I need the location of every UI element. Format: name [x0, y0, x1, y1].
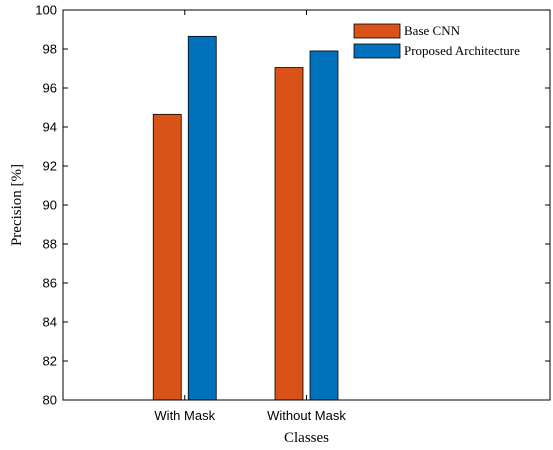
- bars-layer: [152, 35, 339, 401]
- bar-proposed-architecture-without-mask: [309, 50, 339, 401]
- bar-proposed-architecture-with-mask: [187, 35, 217, 401]
- y-tick-label-100: 100: [35, 3, 57, 18]
- y-axis-title: Precision [%]: [9, 164, 25, 246]
- plot-frame: [62, 9, 551, 401]
- x-tick-label-with-mask: With Mask: [154, 408, 215, 423]
- y-tick-label-86: 86: [43, 276, 57, 291]
- y-tick-label-88: 88: [43, 237, 57, 252]
- ticks-layer: [63, 9, 550, 401]
- x-axis-title: Classes: [284, 430, 329, 446]
- x-tick-label-without-mask: Without Mask: [267, 408, 346, 423]
- y-tick-label-96: 96: [43, 81, 57, 96]
- bar-base-cnn-with-mask: [152, 113, 182, 401]
- y-tick-label-82: 82: [43, 354, 57, 369]
- legend: Base CNN Proposed Architecture: [350, 18, 546, 64]
- bar-base-cnn-without-mask: [274, 67, 304, 401]
- y-tick-label-98: 98: [43, 42, 57, 57]
- y-tick-label-90: 90: [43, 198, 57, 213]
- y-tick-label-94: 94: [43, 120, 57, 135]
- y-tick-label-84: 84: [43, 315, 57, 330]
- y-tick-label-92: 92: [43, 159, 57, 174]
- y-tick-label-80: 80: [43, 393, 57, 408]
- legend-swatch-base-cnn: [353, 23, 401, 39]
- legend-label-base-cnn: Base CNN: [404, 23, 461, 38]
- labels-layer: 80 82 84 86 88 90 92 94 96 98 100 With Mask Without …: [35, 3, 346, 424]
- legend-swatch-proposed-architecture: [353, 43, 401, 59]
- legend-label-proposed-architecture: Proposed Architecture: [404, 43, 520, 58]
